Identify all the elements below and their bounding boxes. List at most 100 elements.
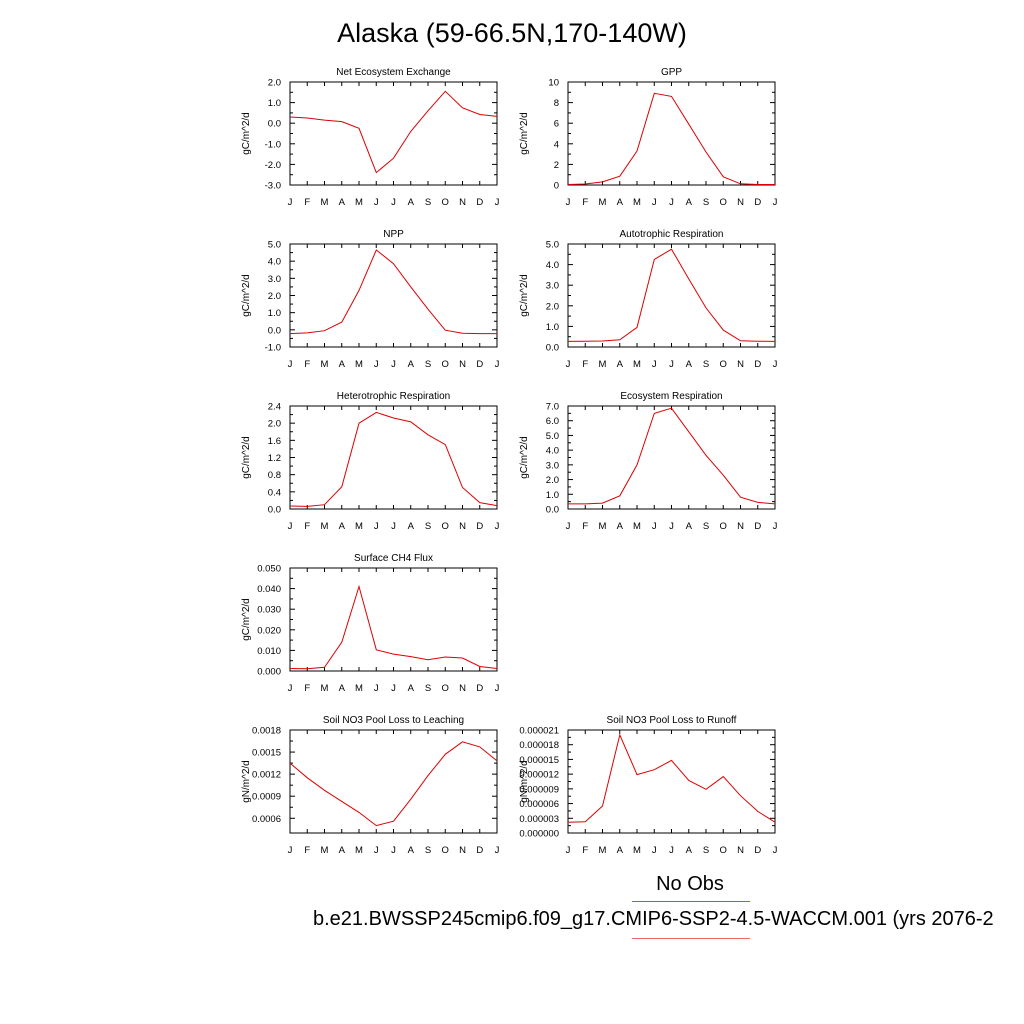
- x-tick-label: M: [633, 845, 641, 856]
- x-tick-label: A: [617, 359, 624, 370]
- x-tick-label: J: [288, 359, 293, 370]
- y-tick-label: 2.0: [268, 291, 281, 302]
- y-tick-label: 0.000015: [519, 755, 559, 766]
- x-tick-label: A: [686, 197, 693, 208]
- y-tick-label: 0.000003: [519, 814, 559, 825]
- x-tick-label: J: [374, 845, 379, 856]
- y-axis-label: gC/m^2/d: [241, 112, 252, 155]
- y-tick-label: 0.0006: [252, 814, 281, 825]
- y-tick-label: -3.0: [265, 181, 281, 192]
- x-tick-label: A: [339, 683, 346, 694]
- x-tick-label: F: [304, 845, 310, 856]
- x-tick-label: J: [669, 197, 674, 208]
- x-tick-label: S: [425, 359, 431, 370]
- x-tick-label: A: [686, 521, 693, 532]
- x-tick-label: M: [321, 359, 329, 370]
- y-tick-label: 0.0009: [252, 792, 281, 803]
- y-tick-label: 0.050: [257, 564, 281, 575]
- y-tick-label: 0.0012: [252, 770, 281, 781]
- y-tick-label: 1.0: [268, 308, 281, 319]
- x-tick-label: A: [408, 197, 415, 208]
- x-tick-label: J: [652, 359, 657, 370]
- x-tick-label: S: [425, 845, 431, 856]
- x-tick-label: A: [408, 359, 415, 370]
- x-tick-label: A: [408, 845, 415, 856]
- y-tick-label: -2.0: [265, 160, 281, 171]
- x-tick-label: O: [720, 359, 727, 370]
- plot-frame: [567, 81, 776, 186]
- y-tick-label: 0.0: [546, 343, 559, 354]
- x-tick-label: J: [652, 845, 657, 856]
- y-tick-label: 2.0: [268, 78, 281, 89]
- x-tick-label: J: [374, 521, 379, 532]
- plot-frame: [567, 243, 776, 348]
- y-tick-label: 5.0: [546, 431, 559, 442]
- legend-line-blue: [632, 901, 750, 902]
- x-tick-label: J: [495, 197, 500, 208]
- series-line: [289, 584, 498, 670]
- plot-frame: [289, 81, 498, 186]
- x-tick-label: N: [459, 683, 466, 694]
- x-tick-label: F: [304, 359, 310, 370]
- x-tick-label: J: [566, 197, 571, 208]
- y-tick-label: 0.000006: [519, 799, 559, 810]
- y-tick-label: 4.0: [268, 257, 281, 268]
- x-tick-label: J: [669, 359, 674, 370]
- y-tick-label: 0.0018: [252, 726, 281, 737]
- x-tick-label: N: [737, 197, 744, 208]
- y-tick-label: 1.0: [546, 490, 559, 501]
- x-tick-label: O: [720, 521, 727, 532]
- series-line: [568, 407, 776, 505]
- x-tick-label: D: [476, 359, 483, 370]
- x-tick-label: A: [617, 197, 624, 208]
- y-tick-label: 0.000018: [519, 740, 559, 751]
- series-line: [567, 248, 776, 342]
- x-tick-label: J: [773, 521, 778, 532]
- y-tick-label: -1.0: [265, 343, 281, 354]
- x-tick-label: M: [599, 197, 607, 208]
- y-tick-label: 0: [554, 181, 559, 192]
- series-line: [289, 90, 498, 174]
- x-tick-label: S: [425, 197, 431, 208]
- x-tick-label: F: [582, 359, 588, 370]
- y-tick-label: 4.0: [546, 446, 559, 457]
- y-tick-label: 3.0: [546, 460, 559, 471]
- x-tick-label: J: [773, 845, 778, 856]
- x-tick-label: J: [495, 359, 500, 370]
- y-tick-label: 0.000012: [519, 770, 559, 781]
- x-tick-label: O: [442, 359, 449, 370]
- x-tick-label: J: [374, 197, 379, 208]
- x-tick-label: J: [391, 845, 396, 856]
- figure-title: Alaska (59-66.5N,170-140W): [337, 18, 687, 48]
- x-tick-label: A: [617, 521, 624, 532]
- x-tick-label: S: [425, 683, 431, 694]
- panel-title: Heterotrophic Respiration: [337, 391, 450, 402]
- x-tick-label: M: [599, 359, 607, 370]
- y-tick-label: 1.0: [546, 322, 559, 333]
- y-tick-label: 1.2: [268, 453, 281, 464]
- y-tick-label: 6: [554, 119, 559, 130]
- x-tick-label: M: [633, 359, 641, 370]
- x-tick-label: J: [773, 197, 778, 208]
- x-tick-label: S: [703, 521, 709, 532]
- x-tick-label: J: [566, 521, 571, 532]
- x-tick-label: J: [566, 359, 571, 370]
- y-tick-label: 0.0015: [252, 748, 281, 759]
- x-tick-label: A: [686, 359, 693, 370]
- y-axis-label: gN/m^2/d: [519, 760, 530, 803]
- x-tick-label: J: [288, 521, 293, 532]
- plot-frame: [289, 567, 498, 672]
- x-tick-label: A: [408, 683, 415, 694]
- y-tick-label: 5.0: [268, 240, 281, 251]
- plot-frame: [567, 729, 776, 834]
- x-tick-label: A: [339, 359, 346, 370]
- y-tick-label: 10: [548, 78, 559, 89]
- y-tick-label: 0.000009: [519, 784, 559, 795]
- y-tick-label: 0.0: [268, 505, 281, 516]
- plot-frame: [289, 729, 498, 834]
